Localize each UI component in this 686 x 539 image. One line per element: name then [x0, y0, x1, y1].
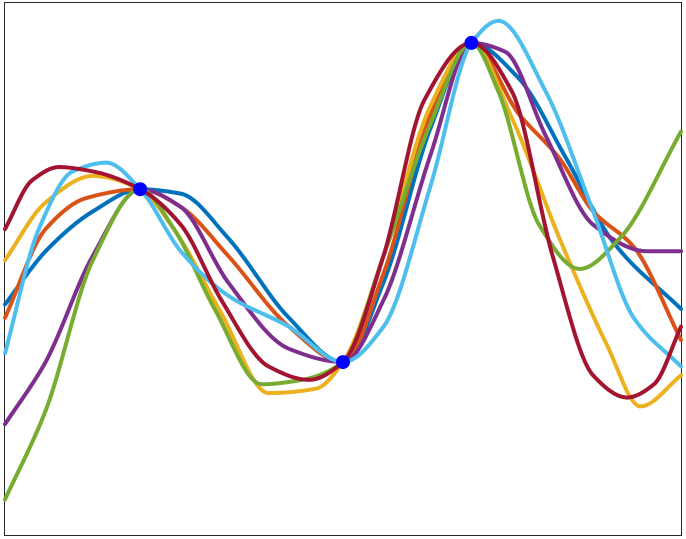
observed-point-1 — [133, 182, 148, 197]
series-line-6 — [3, 18, 683, 369]
observed-point-3 — [464, 35, 479, 50]
series-line-7 — [3, 40, 683, 400]
observed-points-group — [133, 35, 479, 370]
series-line-2 — [3, 40, 683, 365]
observed-point-2 — [336, 355, 350, 370]
plot-frame — [4, 2, 682, 536]
series-group — [3, 18, 683, 502]
